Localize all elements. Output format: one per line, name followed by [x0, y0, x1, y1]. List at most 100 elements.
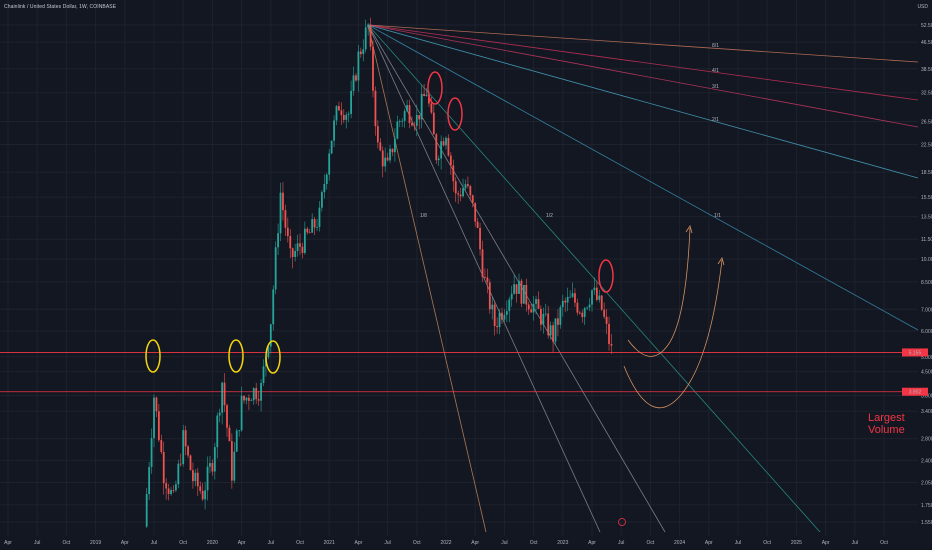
candle-body [250, 400, 253, 402]
candle-body [591, 290, 593, 305]
candle-body [476, 221, 479, 228]
candle-body [352, 75, 355, 91]
candle-body [525, 285, 528, 305]
candle-body [199, 486, 202, 491]
x-tick-label: Apr [588, 540, 596, 546]
fan-line-6 [367, 24, 821, 533]
candle-body [192, 470, 194, 482]
candle-body [372, 46, 374, 91]
candle-body [481, 249, 484, 277]
candle-body [515, 284, 518, 294]
candle-body [608, 323, 610, 345]
candle-body [184, 430, 187, 447]
candle-body [447, 137, 450, 156]
fan-line-2 [368, 24, 919, 101]
candle-body [296, 243, 299, 252]
x-tick-label: Jul [852, 540, 858, 546]
x-tick-label: Apr [238, 540, 246, 546]
candle-body [359, 51, 362, 55]
candle-body [396, 121, 399, 139]
candle-body [209, 463, 211, 467]
x-tick-label: Jul [501, 540, 507, 546]
candle-body [316, 226, 318, 228]
candle-body [216, 415, 219, 448]
yellow-highlight-circle [145, 339, 161, 373]
y-tick-label: 18.500 [921, 170, 932, 176]
y-tick-label: 22.500 [921, 143, 932, 149]
x-tick-label: Apr [822, 540, 830, 546]
candle-body [586, 307, 589, 309]
fan-ratio-label: 2/1 [712, 117, 719, 123]
y-tick-label: 6.000 [921, 329, 932, 335]
candle-body [303, 228, 306, 253]
candle-body [240, 395, 243, 431]
candle-body [367, 24, 370, 28]
arrow-head [685, 225, 693, 234]
candle-body [167, 488, 170, 494]
candle-body [311, 219, 314, 233]
x-tick-label: Oct [880, 540, 888, 546]
candle-body [474, 202, 477, 222]
yellow-highlight-circle [228, 339, 244, 373]
candle-body [306, 228, 309, 233]
candle-body [313, 219, 316, 228]
y-tick-label: 15.500 [921, 195, 932, 201]
candle-body [335, 106, 338, 121]
candle-body [345, 114, 348, 120]
candle-body [445, 137, 447, 146]
candle-body [145, 494, 148, 527]
price-label-bg [902, 387, 928, 396]
candle-body [486, 277, 489, 283]
candle-body [376, 126, 379, 143]
candle-body [408, 105, 411, 124]
candle-body [503, 314, 506, 320]
candle-body [330, 140, 333, 154]
candle-body [235, 430, 238, 452]
x-tick-label: 2025 [791, 540, 802, 546]
candle-body [179, 463, 182, 465]
candle-body [505, 311, 508, 315]
candle-body [389, 148, 391, 161]
currency-label: USD [917, 4, 928, 10]
candle-body [411, 123, 413, 126]
x-tick-label: 2023 [557, 540, 568, 546]
candle-body [605, 316, 608, 324]
candle-body [418, 115, 421, 120]
candle-body [513, 284, 516, 294]
candle-body [471, 195, 474, 203]
candle-body [520, 280, 523, 304]
candle-body [542, 314, 545, 325]
red-highlight-circle [447, 97, 463, 131]
candle-body [462, 188, 464, 197]
candle-body [554, 318, 557, 342]
candle-body [177, 463, 180, 485]
candle-body [598, 295, 601, 300]
y-tick-label: 1.550 [921, 520, 932, 526]
yellow-highlight-circle [265, 340, 281, 374]
candle-body [318, 207, 321, 227]
fan-line-9 [367, 24, 487, 533]
price-label: 5.155 [909, 350, 922, 356]
candle-body [510, 293, 513, 300]
x-tick-label: Oct [763, 540, 771, 546]
candle-body [243, 395, 245, 401]
candle-body [600, 295, 603, 310]
y-tick-label: 3.400 [921, 409, 932, 415]
x-tick-label: 2024 [674, 540, 685, 546]
candle-body [403, 111, 406, 121]
x-tick-label: Jul [151, 540, 157, 546]
candle-body [150, 438, 153, 467]
candle-body [323, 184, 326, 193]
x-tick-label: Apr [355, 540, 363, 546]
x-tick-label: Jul [384, 540, 390, 546]
red-highlight-circle [427, 71, 443, 105]
fan-ratio-label: 4/1 [712, 68, 719, 74]
candle-body [428, 94, 430, 104]
candle-body [501, 312, 503, 320]
candle-body [540, 308, 542, 325]
y-tick-label: 3.800 [921, 393, 932, 399]
candle-body [544, 313, 547, 315]
y-tick-label: 32.500 [921, 91, 932, 97]
candle-body [282, 192, 284, 211]
